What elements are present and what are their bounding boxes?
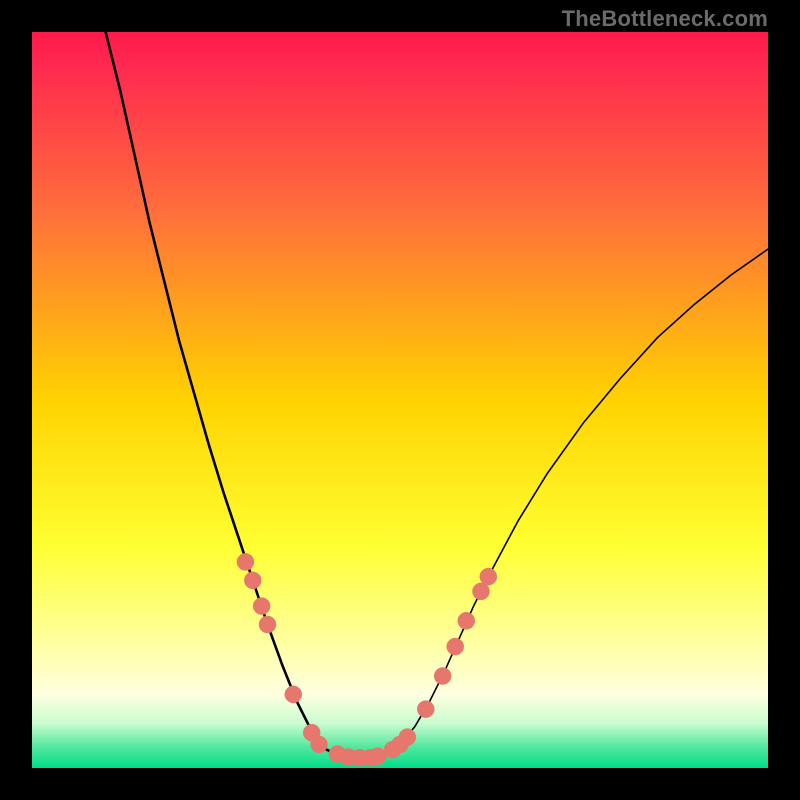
curve-marker bbox=[480, 568, 497, 585]
curve-marker bbox=[259, 616, 276, 633]
curve-marker bbox=[285, 686, 302, 703]
curve-marker bbox=[311, 736, 328, 753]
curve-marker bbox=[458, 612, 475, 629]
bottleneck-curve bbox=[32, 32, 768, 768]
curve-marker bbox=[447, 638, 464, 655]
curve-marker bbox=[417, 701, 434, 718]
curve-marker bbox=[399, 729, 416, 746]
curve-marker bbox=[472, 583, 489, 600]
curve-marker bbox=[253, 598, 270, 615]
chart-frame: TheBottleneck.com bbox=[0, 0, 800, 800]
curve-marker bbox=[237, 553, 254, 570]
curve-marker bbox=[369, 748, 386, 765]
watermark-text: TheBottleneck.com bbox=[562, 6, 768, 32]
curve-marker bbox=[244, 572, 261, 589]
curve-marker bbox=[434, 667, 451, 684]
plot-area bbox=[32, 32, 768, 768]
